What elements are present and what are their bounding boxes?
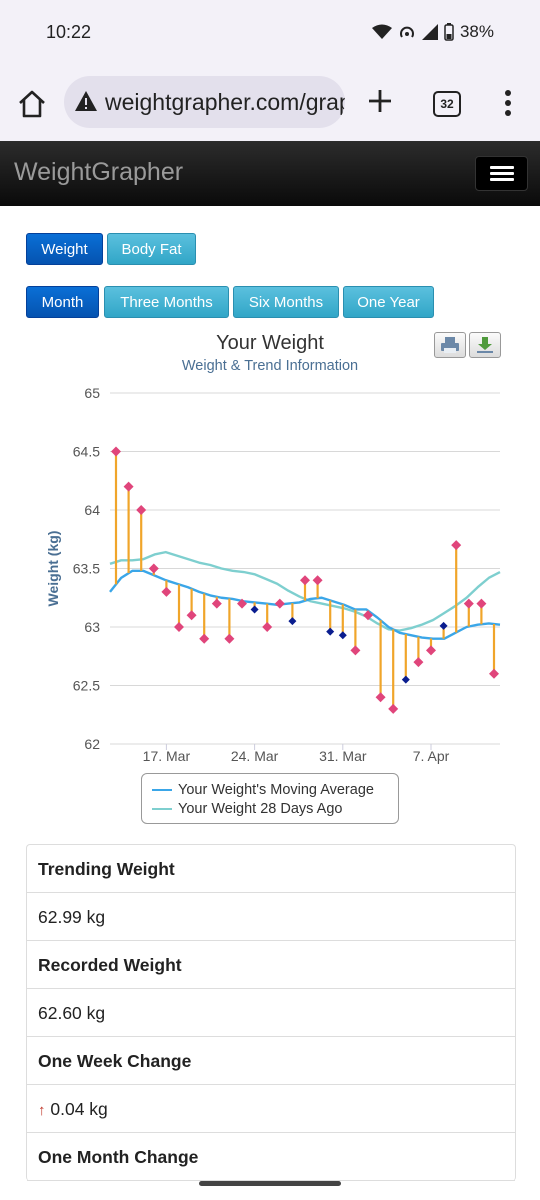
six-months-button[interactable]: Six Months: [233, 286, 339, 318]
menu-bar-icon: [490, 178, 514, 181]
y-tick-label: 64: [84, 502, 100, 518]
weigh-in-point: [312, 575, 323, 586]
url-text[interactable]: weightgrapher.com/grap: [105, 89, 345, 115]
one-week-change-label: One Week Change: [27, 1037, 515, 1085]
tab-switcher-button[interactable]: 32: [433, 91, 461, 117]
hotspot-icon: [399, 26, 414, 38]
x-tick-label: 17. Mar: [143, 748, 191, 764]
weigh-in-point: [338, 631, 347, 640]
weight-button[interactable]: Weight: [26, 233, 103, 265]
weigh-in-point: [401, 675, 410, 684]
weigh-in-point: [199, 633, 210, 644]
x-tick-label: 31. Mar: [319, 748, 367, 764]
address-bar[interactable]: weightgrapher.com/grap: [64, 76, 345, 128]
y-tick-label: 63: [84, 619, 100, 635]
weigh-in-point: [413, 657, 424, 668]
weigh-in-point: [262, 622, 273, 632]
legend-item-moving-average[interactable]: Your Weight's Moving Average: [152, 782, 374, 798]
x-tick-label: 7. Apr: [413, 748, 450, 764]
legend-swatch: [152, 808, 172, 810]
weigh-in-point: [111, 446, 121, 457]
chart-subtitle: Weight & Trend Information: [181, 358, 359, 374]
weigh-in-point: [363, 610, 373, 621]
weigh-in-point: [489, 668, 499, 679]
site-brand[interactable]: WeightGrapher: [14, 158, 184, 186]
weigh-in-point: [326, 627, 335, 636]
legend-item-28-days-ago[interactable]: Your Weight 28 Days Ago: [152, 801, 342, 817]
month-button[interactable]: Month: [26, 286, 99, 318]
weigh-in-point: [350, 645, 361, 656]
weigh-in-point: [224, 633, 235, 644]
weigh-in-point: [463, 598, 474, 609]
weigh-in-point: [375, 692, 386, 703]
three-months-button[interactable]: Three Months: [104, 286, 229, 318]
legend-label: Your Weight's Moving Average: [178, 782, 374, 798]
chart-legend: Your Weight's Moving Average Your Weight…: [141, 773, 399, 824]
weigh-in-point: [148, 563, 159, 574]
recorded-weight-value: 62.60 kg: [27, 989, 515, 1037]
one-month-change-label: One Month Change: [27, 1133, 515, 1181]
y-tick-label: 62.5: [73, 678, 100, 694]
weigh-in-point: [274, 598, 285, 609]
print-chart-button[interactable]: [434, 332, 466, 358]
battery-level: 38%: [459, 22, 494, 41]
download-chart-button[interactable]: [469, 332, 501, 358]
trending-weight-label: Trending Weight: [27, 845, 515, 893]
weigh-in-point: [211, 598, 222, 609]
weight-chart: Your Weight Weight & Trend Information 6…: [0, 320, 540, 830]
one-week-change-value: ↑ 0.04 kg: [27, 1085, 515, 1133]
chart-plot: 65 64.5 64 63.5 63 62.5 62 17. Mar 24. Mar 31. Ma…: [45, 385, 501, 764]
x-tick-label: 24. Mar: [231, 748, 279, 764]
menu-bar-icon: [490, 172, 514, 175]
status-bar: 10:22 38%: [0, 0, 540, 64]
battery-icon: [444, 23, 454, 41]
wifi-icon: [371, 24, 392, 39]
y-tick-label: 64.5: [73, 444, 100, 460]
signal-icon: [421, 24, 438, 40]
up-arrow-icon: ↑: [38, 1102, 46, 1119]
body-fat-button[interactable]: Body Fat: [107, 233, 196, 265]
y-axis-label: Weight (kg): [45, 531, 61, 607]
weigh-in-point: [250, 605, 259, 614]
weigh-in-point: [237, 598, 247, 609]
menu-bar-icon: [490, 166, 514, 169]
legend-label: Your Weight 28 Days Ago: [178, 801, 343, 817]
weigh-in-point: [123, 481, 134, 492]
not-secure-icon[interactable]: [74, 90, 98, 112]
hamburger-menu-button[interactable]: [475, 156, 528, 191]
browser-toolbar: weightgrapher.com/grap 32: [0, 64, 540, 142]
weigh-in-point: [388, 703, 399, 714]
weigh-in-point: [136, 505, 147, 515]
status-icons: 38%: [371, 22, 494, 42]
weigh-in-point: [451, 540, 462, 551]
one-week-change-amount: 0.04 kg: [50, 1099, 108, 1119]
trending-weight-value: 62.99 kg: [27, 893, 515, 941]
legend-swatch: [152, 789, 172, 791]
y-tick-label: 63.5: [73, 561, 100, 577]
weight-stats-table: Trending Weight 62.99 kg Recorded Weight…: [26, 844, 516, 1181]
weigh-in-point: [174, 622, 184, 632]
home-indicator[interactable]: [199, 1181, 341, 1186]
print-icon: [441, 337, 459, 353]
weigh-in-point: [161, 586, 172, 597]
weigh-in-point: [426, 645, 436, 656]
weigh-in-point: [476, 598, 487, 609]
new-tab-icon[interactable]: [366, 87, 394, 115]
weigh-in-point: [439, 621, 448, 630]
more-options-icon[interactable]: [500, 88, 516, 118]
y-tick-label: 62: [84, 736, 100, 752]
one-year-button[interactable]: One Year: [343, 286, 434, 318]
weigh-in-point: [288, 617, 297, 626]
download-icon: [477, 337, 493, 353]
weigh-in-point: [300, 575, 310, 586]
chart-title: Your Weight: [216, 332, 324, 354]
weigh-in-point: [186, 610, 197, 621]
status-time: 10:22: [46, 22, 92, 42]
home-icon[interactable]: [16, 88, 48, 120]
recorded-weight-label: Recorded Weight: [27, 941, 515, 989]
site-navbar: WeightGrapher: [0, 141, 540, 206]
y-tick-label: 65: [84, 385, 100, 401]
